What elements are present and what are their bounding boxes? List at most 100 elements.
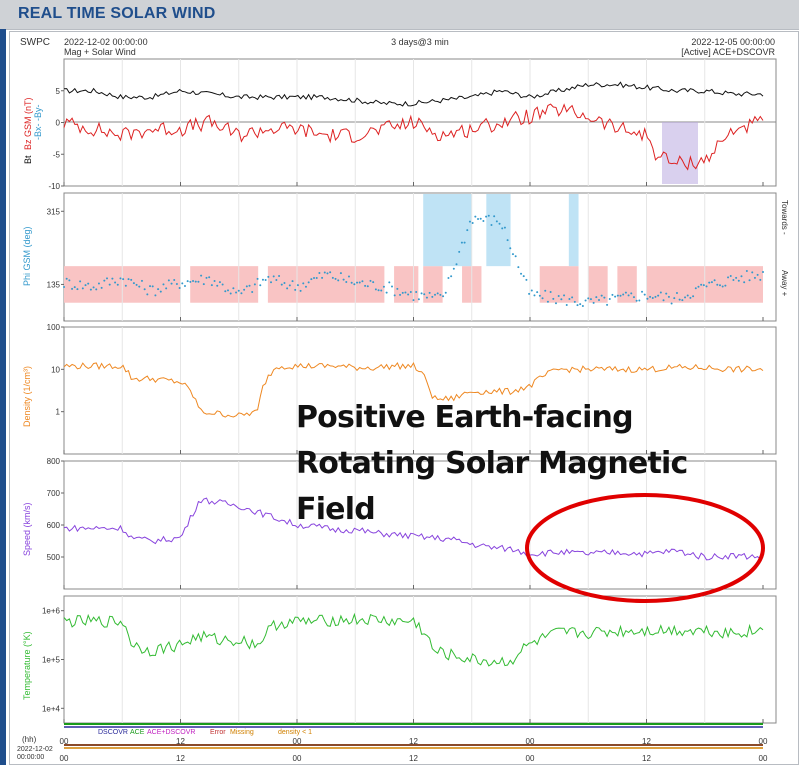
phi-data-point [423, 293, 426, 296]
phi-data-point [520, 272, 523, 275]
phi-data-point [216, 284, 219, 287]
phi-data-point [657, 294, 660, 297]
y-tick-label: -10 [48, 182, 60, 191]
phi-data-point [154, 294, 157, 297]
phi-data-point [595, 296, 598, 299]
data-series [63, 81, 764, 667]
x-tick-label-bottom: 00 [293, 754, 302, 763]
phi-data-point [81, 287, 84, 290]
phi-data-point [339, 272, 342, 275]
y-tick-label: 0 [56, 119, 61, 128]
phi-data-point [364, 284, 367, 287]
phi-data-point [342, 278, 345, 281]
start-time: 2022-12-02 00:00:00 [64, 37, 148, 47]
phi-data-point [226, 289, 229, 292]
phi-data-point [748, 279, 751, 282]
phi-data-point [611, 293, 614, 296]
y-tick-label: 135 [47, 280, 61, 289]
phi-data-point [205, 276, 208, 279]
phi-data-point [428, 291, 431, 294]
phi-data-point [253, 283, 256, 286]
phi-data-point [751, 271, 754, 274]
phi-data-point [267, 275, 270, 278]
phi-data-point [444, 291, 447, 294]
phi-data-point [122, 278, 125, 281]
x-tick-label: 00 [293, 737, 302, 746]
phi-data-point [603, 296, 606, 299]
phi-data-point [708, 281, 711, 284]
phi-data-point [576, 304, 579, 307]
phi-data-point [463, 241, 466, 244]
temperature-panel [63, 595, 777, 724]
phi-data-point [186, 280, 189, 283]
phi-data-point [396, 287, 399, 290]
phi-data-point [431, 295, 434, 298]
phi-data-point [235, 291, 238, 294]
phi-data-point [498, 222, 501, 225]
bottom-time: 00:00:00 [17, 754, 44, 761]
time-span: 3 days@3 min [391, 37, 449, 47]
y-tick-label: 700 [47, 489, 61, 498]
phi-data-point [509, 247, 512, 250]
phi-towards-label: Towards - [780, 200, 789, 235]
phi-data-point [248, 284, 251, 287]
phi-data-point [686, 294, 689, 297]
phi-data-point [218, 281, 221, 284]
phi-data-point [638, 299, 641, 302]
legend-bad: Error [210, 729, 226, 736]
phi-data-point [643, 293, 646, 296]
phi-data-point [493, 215, 496, 218]
phi-data-point [434, 293, 437, 296]
phi-data-point [299, 289, 302, 292]
phi-data-point [245, 285, 248, 288]
phi-data-point [151, 285, 154, 288]
phi-data-point [544, 289, 547, 292]
y-tick-label: 10 [51, 365, 60, 374]
phi-data-point [390, 285, 393, 288]
density-density-line [63, 362, 764, 418]
phi-data-point [530, 289, 533, 292]
end-time: 2022-12-05 00:00:00 [691, 37, 775, 47]
subtitle: Mag + Solar Wind [64, 47, 136, 57]
phi-data-point [89, 288, 92, 291]
phi-data-point [460, 241, 463, 244]
phi-data-point [181, 282, 184, 285]
speed-speed-line [63, 497, 764, 561]
phi-data-point [436, 292, 439, 295]
mag-ylabel-bz: Bz GSM (nT) [23, 97, 33, 150]
temperature-temperature-line [63, 612, 764, 667]
phi-data-point [92, 286, 95, 289]
phi-data-point [130, 278, 133, 281]
phi-data-point [673, 297, 676, 300]
phi-data-point [323, 271, 326, 274]
annotation-line-3: Field [296, 492, 376, 527]
phi-data-point [146, 293, 149, 296]
phi-data-point [259, 284, 262, 287]
phi-data-point [684, 296, 687, 299]
y-tick-label: 1e+4 [42, 704, 61, 713]
phi-data-point [477, 218, 480, 221]
bottom-date: 2022-12-02 [17, 746, 53, 753]
phi-data-point [659, 291, 662, 294]
phi-data-point [229, 292, 232, 295]
phi-data-point [232, 287, 235, 290]
phi-data-point [514, 255, 517, 258]
x-tick-label-bottom: 12 [176, 754, 185, 763]
phi-data-point [678, 298, 681, 301]
x-tick-label: 12 [642, 737, 651, 746]
annotation-text: Positive Earth-facing Rotating Solar Mag… [296, 395, 716, 533]
phi-data-point [167, 279, 170, 282]
axis-ticks: -10 -5 0 5 135 315 1 10 100 500 600 700 800 1e+4 1e+5 1… [42, 59, 764, 723]
mag-ylabel-bxby: -Bx- -By- [33, 105, 43, 141]
phi-data-point [592, 301, 595, 304]
phi-data-point [632, 296, 635, 299]
phi-data-point [84, 284, 87, 287]
phi-data-point [358, 281, 361, 284]
page-title: REAL TIME SOLAR WIND [18, 5, 216, 22]
phi-data-point [138, 285, 141, 288]
phi-data-point [380, 289, 383, 292]
phi-data-point [452, 267, 455, 270]
phi-data-point [124, 284, 127, 287]
x-tick-label-bottom: 00 [526, 754, 535, 763]
phi-data-point [450, 275, 453, 278]
